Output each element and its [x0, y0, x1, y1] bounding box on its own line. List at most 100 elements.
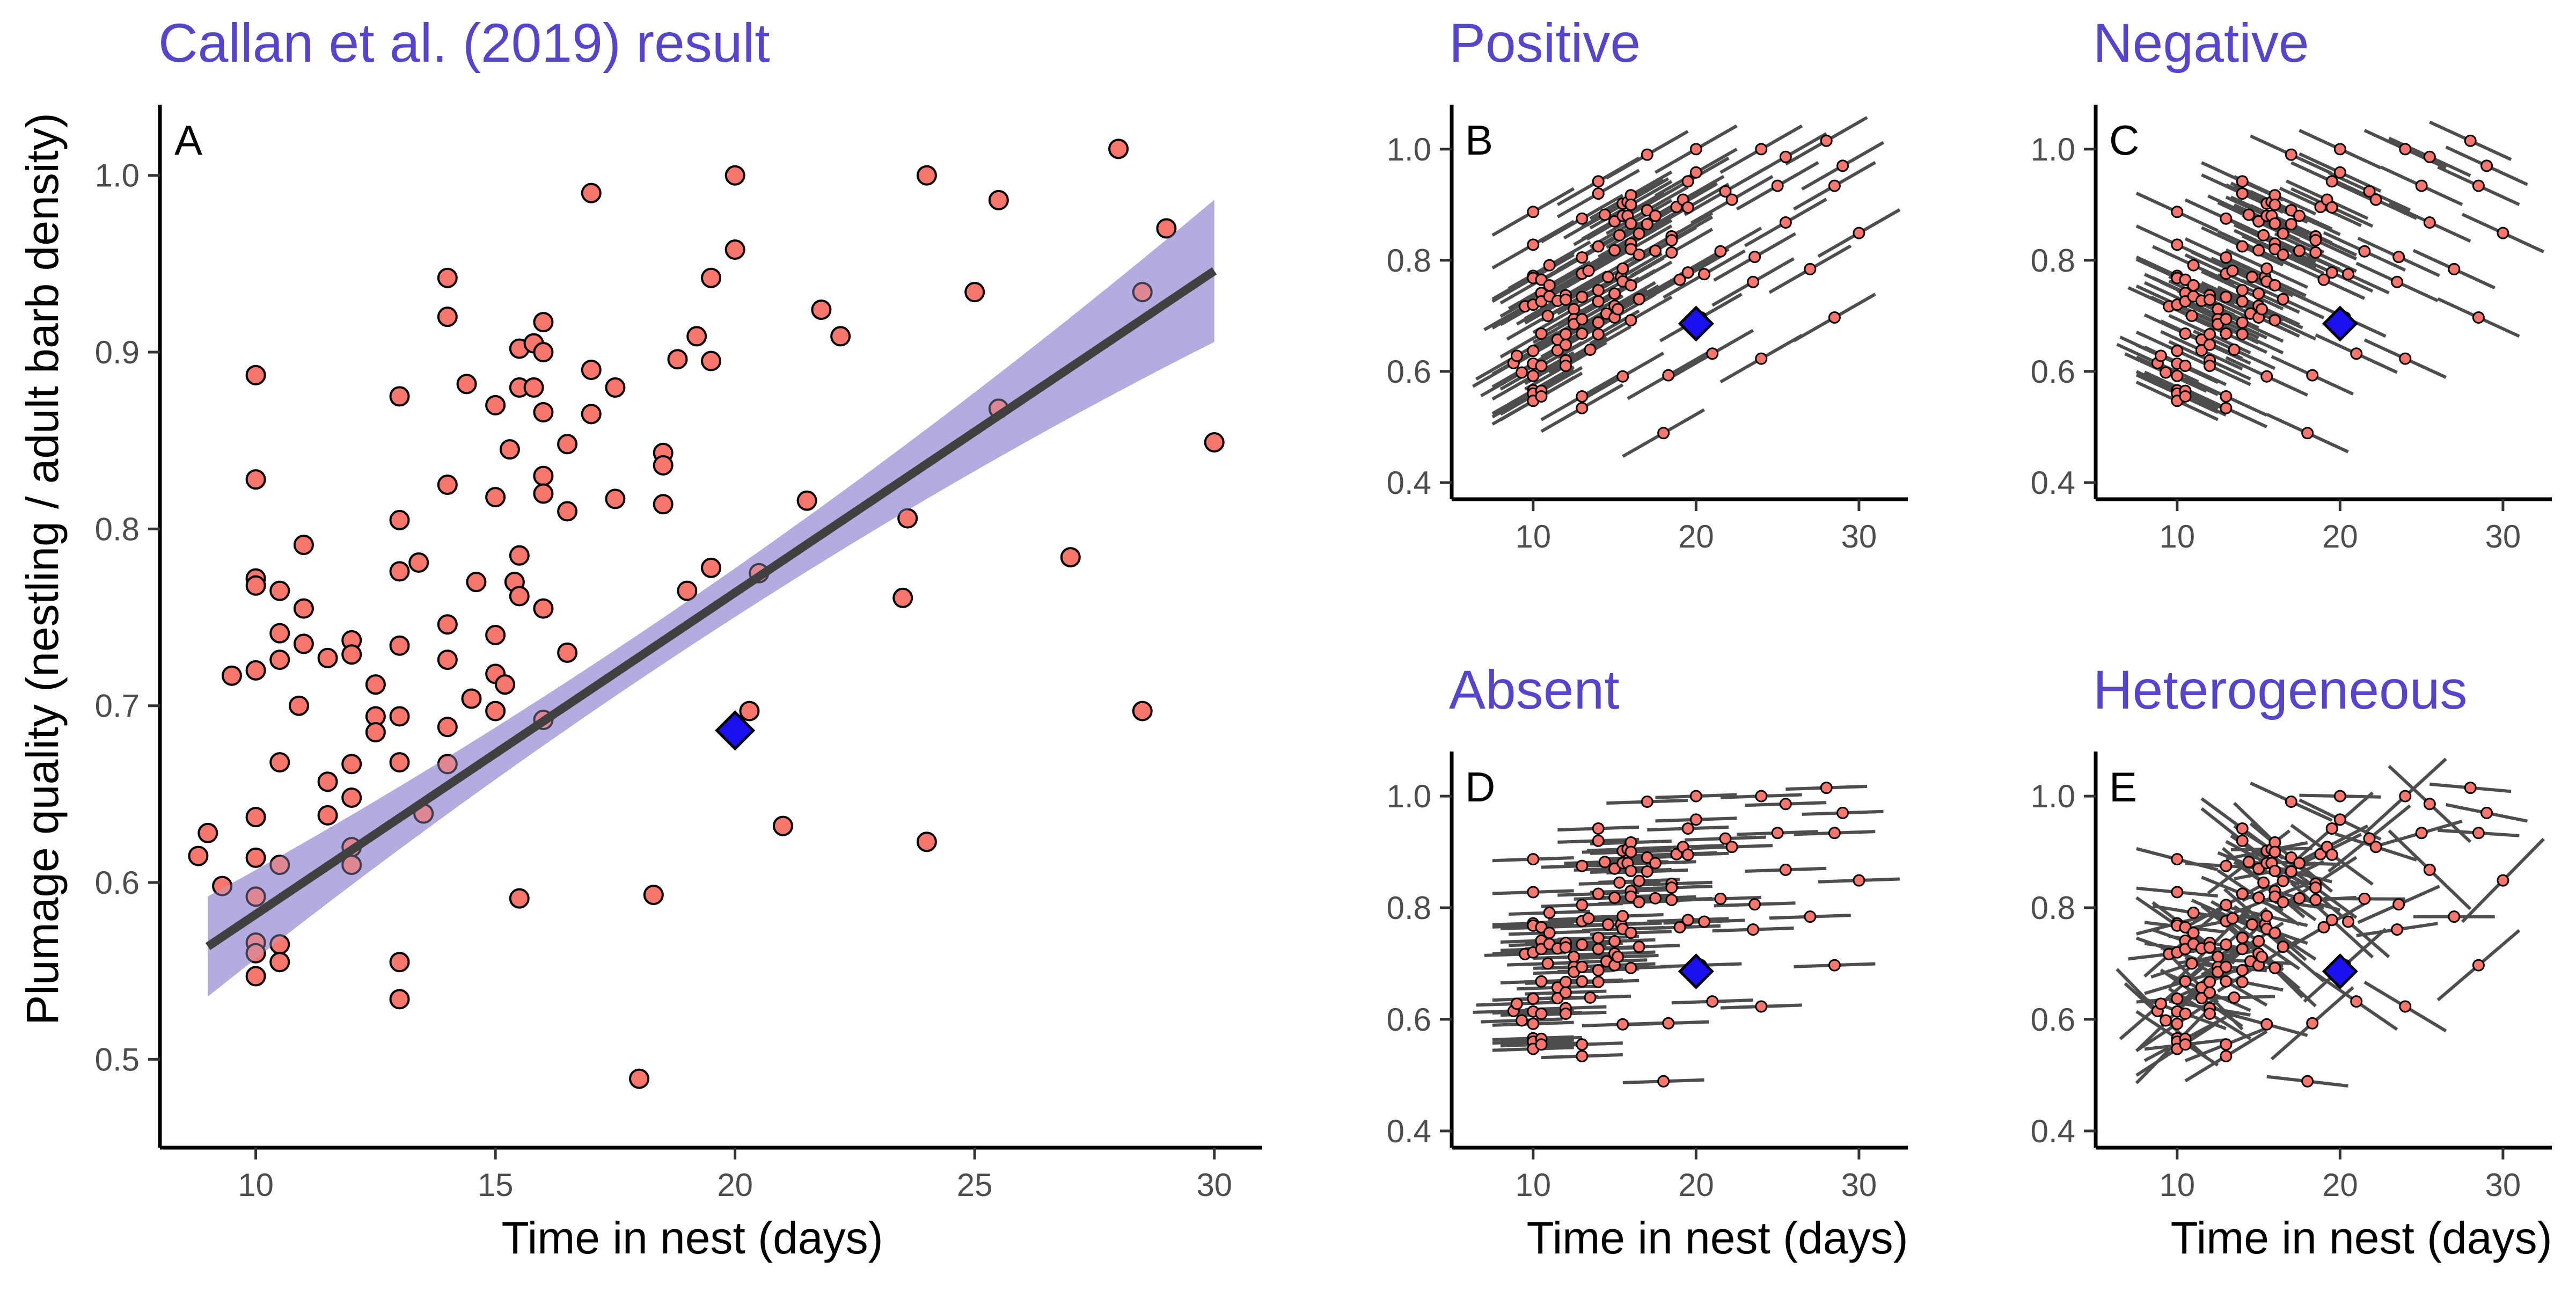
- panel-e-data-point: [2237, 965, 2248, 975]
- panel-b-data-point: [1528, 207, 1539, 217]
- panel-d-data-point: [1772, 828, 1783, 838]
- data-point: [965, 283, 984, 301]
- panel-c-data-point: [2172, 239, 2183, 250]
- panel-b-data-point: [1618, 263, 1628, 274]
- panel-c-data-point: [2270, 315, 2280, 326]
- panel-d-data-point: [1528, 887, 1539, 898]
- panel-b-data-point: [1528, 239, 1539, 250]
- panel-b-data-point: [1666, 247, 1677, 258]
- panel-d-data-point: [1642, 866, 1652, 877]
- panel-e-data-point: [2237, 835, 2248, 846]
- panel-e-data-point: [2205, 1009, 2215, 1019]
- panel-d-data-point: [1569, 952, 1579, 962]
- panel-c-data-point: [2221, 403, 2231, 413]
- panel-c-y-tick-label: 1.0: [2031, 132, 2075, 167]
- panel-b-data-point: [1577, 213, 1587, 224]
- panel-c-y-tick-label: 0.4: [2031, 465, 2075, 501]
- panel-b-data-point: [1544, 260, 1555, 271]
- data-point: [510, 587, 529, 606]
- data-point: [534, 600, 552, 618]
- panel-c-data-point: [2237, 317, 2248, 328]
- panel-c-data-point: [2326, 176, 2337, 187]
- panel-c-data-point: [2334, 144, 2345, 155]
- panel-c-data-point: [2416, 180, 2427, 191]
- panel-d-data-point: [1577, 961, 1587, 972]
- panel-d-data-point: [1561, 1009, 1571, 1019]
- panel-b-data-point: [1642, 219, 1652, 230]
- panel-b-data-point: [1650, 210, 1660, 221]
- panel-d-x-tick-label: 10: [1515, 1167, 1551, 1203]
- panel-c-data-point: [2286, 219, 2296, 230]
- panel-e-data-point: [2473, 828, 2484, 838]
- panel-d-data-point: [1599, 857, 1610, 867]
- panel-d-data-point: [1682, 849, 1693, 860]
- panel-c-data-point: [2155, 351, 2166, 361]
- panel-c-data-point: [2370, 194, 2381, 205]
- panel-b-data-point: [1528, 346, 1539, 356]
- data-point: [290, 697, 308, 715]
- data-point: [247, 470, 265, 488]
- panel-c-data-point: [2310, 247, 2321, 258]
- data-point: [270, 651, 289, 669]
- data-point: [409, 553, 428, 572]
- panel-d-data-point: [1577, 976, 1587, 987]
- data-point: [510, 889, 529, 908]
- panel-b-data-point: [1682, 267, 1693, 278]
- panel-d-data-point: [1583, 913, 1594, 924]
- panel-b-data-point: [1577, 252, 1587, 263]
- panel-c-data-point: [2400, 353, 2411, 364]
- panel-e-data-point: [2310, 894, 2321, 905]
- panel-c-data-point: [2243, 209, 2254, 220]
- panel-b-data-point: [1593, 285, 1604, 296]
- panel-a-y-tick-label: 0.8: [95, 511, 140, 547]
- data-point: [458, 375, 476, 393]
- data-point: [774, 817, 792, 835]
- panel-b-label: B: [1465, 116, 1493, 164]
- panel-d-data-point: [1829, 960, 1840, 971]
- panel-e-data-point: [2221, 1039, 2231, 1050]
- panel-e-data-point: [2392, 924, 2403, 935]
- panel-d-data-point: [1561, 987, 1571, 998]
- panel-b-data-point: [1838, 161, 1848, 171]
- panel-c-data-point: [2473, 180, 2484, 191]
- panel-e-data-point: [2343, 916, 2354, 927]
- panel-b-data-point: [1544, 280, 1555, 290]
- panel-a-y-tick-label: 0.5: [95, 1041, 140, 1077]
- panel-d-title: Absent: [1449, 659, 1620, 720]
- panel-e-data-point: [2161, 1015, 2171, 1026]
- data-point: [438, 476, 457, 494]
- panel-b-data-point: [1561, 339, 1571, 350]
- panel-b-data-point: [1599, 209, 1610, 220]
- panel-d-data-point: [1626, 962, 1636, 973]
- panel-a-x-tick-label: 10: [238, 1167, 274, 1203]
- panel-d-data-point: [1805, 911, 1816, 922]
- data-point: [1205, 433, 1224, 451]
- panel-e-data-point: [2205, 987, 2215, 998]
- panel-c-data-point: [2221, 314, 2231, 325]
- panel-d-data-point: [1756, 791, 1767, 801]
- panel-e-data-point: [2257, 952, 2267, 962]
- data-point: [438, 308, 457, 326]
- panel-d-data-point: [1663, 1018, 1674, 1029]
- panel-e-data-point: [2326, 823, 2337, 834]
- data-point: [558, 502, 576, 520]
- data-point: [391, 511, 409, 529]
- data-point: [606, 490, 624, 508]
- panel-c-x-tick-label: 20: [2322, 519, 2358, 555]
- panel-b-data-point: [1609, 245, 1620, 256]
- panel-c-data-point: [2221, 329, 2231, 339]
- panel-c-data-point: [2270, 280, 2280, 290]
- data-point: [740, 702, 758, 720]
- panel-c-y-tick-label: 0.6: [2031, 354, 2075, 390]
- panel-c-data-point: [2278, 294, 2288, 304]
- panel-c-title: Negative: [2093, 12, 2309, 74]
- panel-c-data-point: [2172, 207, 2183, 217]
- data-point: [247, 366, 265, 384]
- panel-b-data-point: [1658, 428, 1669, 439]
- panel-d-data-point: [1577, 939, 1587, 950]
- panel-b-data-point: [1517, 367, 1527, 378]
- panel-e-data-point: [2258, 877, 2269, 888]
- panel-e-data-point: [2334, 814, 2345, 825]
- data-point: [486, 626, 504, 644]
